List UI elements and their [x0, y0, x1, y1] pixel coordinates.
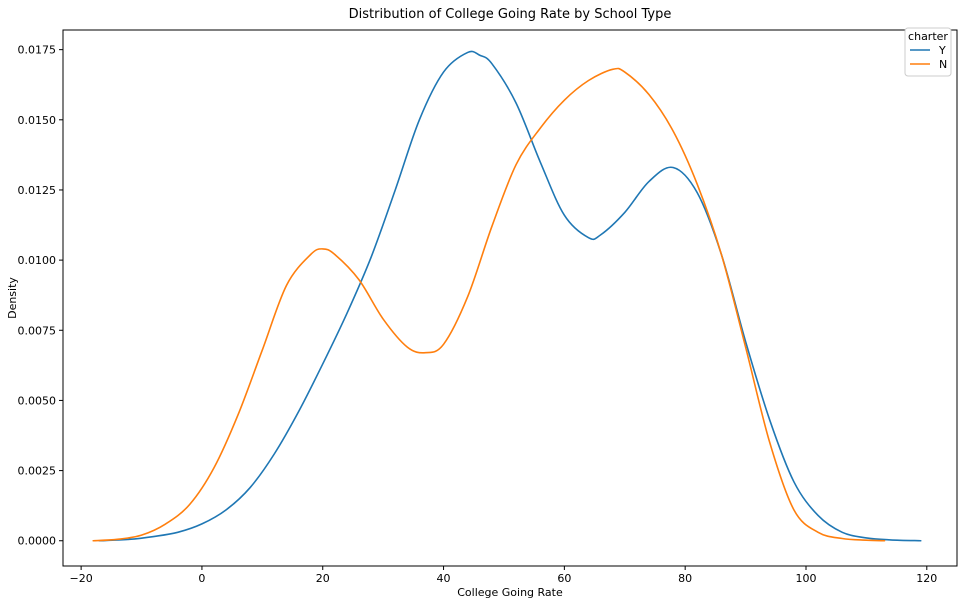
x-tick-label: 0 [198, 572, 205, 585]
y-tick-label: 0.0175 [18, 44, 57, 57]
series-layer [92, 50, 922, 542]
x-axis-title: College Going Rate [457, 586, 563, 599]
x-tick-label: 40 [437, 572, 451, 585]
legend-label-y: Y [938, 44, 946, 57]
chart-title: Distribution of College Going Rate by Sc… [349, 7, 672, 22]
y-tick-label: 0.0025 [18, 465, 57, 478]
x-tick-label: 60 [557, 572, 571, 585]
plot-frame [62, 29, 958, 567]
x-tick-label: 100 [795, 572, 816, 585]
y-tick-label: 0.0100 [18, 254, 57, 267]
x-tick-label: 120 [916, 572, 937, 585]
x-tick-label: −20 [70, 572, 93, 585]
y-axis-ticks: 0.0000 0.0025 0.0050 0.0075 0.0100 0.0125 0.01… [18, 44, 63, 548]
y-tick-label: 0.0000 [18, 535, 57, 548]
y-tick-label: 0.0125 [18, 184, 57, 197]
y-tick-label: 0.0075 [18, 324, 57, 337]
legend: charter YN [904, 27, 952, 77]
y-tick-label: 0.0150 [18, 114, 57, 127]
x-tick-label: 20 [316, 572, 330, 585]
series-line-y [98, 50, 922, 542]
y-tick-label: 0.0050 [18, 394, 57, 407]
x-tick-label: 80 [678, 572, 692, 585]
legend-label-n: N [939, 58, 947, 71]
x-axis-ticks: −20 0 20 40 60 80 100 120 [70, 566, 937, 585]
legend-title: charter [908, 30, 948, 43]
series-line-n [92, 67, 886, 542]
y-axis-title: Density [6, 277, 19, 319]
